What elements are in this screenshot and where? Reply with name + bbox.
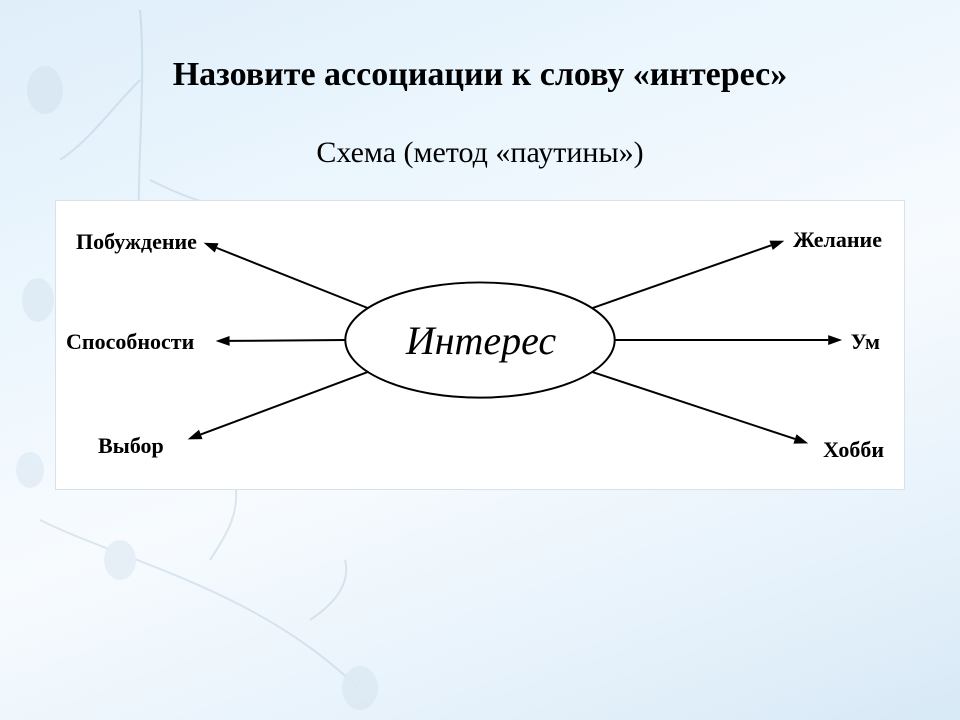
- node-vybor: Выбор: [98, 433, 164, 459]
- node-hobbi: Хобби: [823, 437, 884, 463]
- node-um: Ум: [851, 329, 880, 355]
- spider-diagram: Интерес Побуждение Способности Выбор Желани…: [55, 200, 905, 490]
- node-pobuzhdenie: Побуждение: [76, 229, 197, 255]
- edge-line: [201, 372, 368, 435]
- slide-title: Назовите ассоциации к слову «интерес»: [0, 56, 960, 94]
- center-node-label: Интерес: [346, 317, 616, 364]
- edge-line: [230, 340, 346, 341]
- edge-line: [592, 372, 795, 439]
- slide-subtitle: Схема (метод «паутины»): [0, 136, 960, 170]
- edge-line: [592, 245, 771, 308]
- node-sposobnosti: Способности: [66, 329, 194, 355]
- arrowhead-icon: [828, 335, 842, 345]
- arrowhead-icon: [216, 336, 230, 346]
- arrowhead-icon: [188, 430, 203, 440]
- node-zhelanie: Желание: [793, 227, 882, 253]
- arrowhead-icon: [793, 434, 808, 443]
- arrowhead-icon: [769, 241, 784, 250]
- edge-line: [217, 248, 369, 308]
- arrowhead-icon: [204, 243, 219, 253]
- slide-page: Назовите ассоциации к слову «интерес» Сх…: [0, 0, 960, 720]
